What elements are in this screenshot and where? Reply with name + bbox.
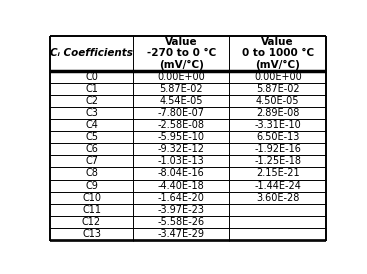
Bar bbox=[50, 155, 133, 167]
Bar bbox=[229, 95, 326, 107]
Bar bbox=[229, 204, 326, 216]
Text: 5.87E-02: 5.87E-02 bbox=[256, 84, 299, 94]
Text: -5.95E-10: -5.95E-10 bbox=[158, 132, 205, 142]
Bar bbox=[133, 107, 229, 119]
Text: 0.00E+00: 0.00E+00 bbox=[157, 72, 205, 82]
Bar bbox=[133, 216, 229, 228]
Bar bbox=[229, 143, 326, 155]
Text: C7: C7 bbox=[85, 156, 98, 166]
Text: 3.60E-28: 3.60E-28 bbox=[256, 193, 299, 202]
Bar bbox=[133, 228, 229, 240]
Bar bbox=[50, 228, 133, 240]
Text: -9.32E-12: -9.32E-12 bbox=[158, 144, 205, 154]
Bar bbox=[133, 143, 229, 155]
Bar bbox=[50, 216, 133, 228]
Bar bbox=[50, 107, 133, 119]
Bar bbox=[229, 228, 326, 240]
Bar bbox=[50, 167, 133, 179]
Text: C5: C5 bbox=[85, 132, 98, 142]
Text: C3: C3 bbox=[85, 108, 98, 118]
Text: -2.58E-08: -2.58E-08 bbox=[158, 120, 205, 130]
Text: -4.40E-18: -4.40E-18 bbox=[158, 181, 204, 190]
Text: -1.25E-18: -1.25E-18 bbox=[254, 156, 301, 166]
Text: C2: C2 bbox=[85, 96, 98, 106]
Bar bbox=[133, 167, 229, 179]
Text: C1: C1 bbox=[85, 84, 98, 94]
Bar bbox=[50, 95, 133, 107]
Bar bbox=[133, 119, 229, 131]
Bar bbox=[133, 83, 229, 95]
Bar bbox=[50, 192, 133, 204]
Bar bbox=[133, 36, 229, 71]
Bar bbox=[133, 179, 229, 192]
Text: -3.47E-29: -3.47E-29 bbox=[158, 229, 205, 239]
Text: 2.15E-21: 2.15E-21 bbox=[256, 169, 299, 178]
Text: -3.31E-10: -3.31E-10 bbox=[254, 120, 301, 130]
Bar bbox=[50, 131, 133, 143]
Bar bbox=[229, 179, 326, 192]
Bar bbox=[229, 36, 326, 71]
Text: -8.04E-16: -8.04E-16 bbox=[158, 169, 204, 178]
Bar bbox=[229, 71, 326, 83]
Text: C9: C9 bbox=[85, 181, 98, 190]
Bar bbox=[50, 204, 133, 216]
Bar bbox=[50, 71, 133, 83]
Bar bbox=[229, 107, 326, 119]
Bar bbox=[133, 131, 229, 143]
Text: -1.03E-13: -1.03E-13 bbox=[158, 156, 204, 166]
Text: C12: C12 bbox=[82, 217, 101, 227]
Text: 2.89E-08: 2.89E-08 bbox=[256, 108, 299, 118]
Bar bbox=[133, 192, 229, 204]
Text: C4: C4 bbox=[85, 120, 98, 130]
Text: C11: C11 bbox=[82, 205, 101, 215]
Text: Cᵢ Coefficients: Cᵢ Coefficients bbox=[50, 48, 133, 58]
Bar bbox=[229, 192, 326, 204]
Text: Value
0 to 1000 °C
(mV/°C): Value 0 to 1000 °C (mV/°C) bbox=[242, 37, 314, 70]
Bar bbox=[133, 204, 229, 216]
Bar bbox=[229, 155, 326, 167]
Bar bbox=[50, 143, 133, 155]
Text: -7.80E-07: -7.80E-07 bbox=[158, 108, 205, 118]
Bar bbox=[133, 155, 229, 167]
Text: C8: C8 bbox=[85, 169, 98, 178]
Text: 4.54E-05: 4.54E-05 bbox=[159, 96, 203, 106]
Bar bbox=[50, 36, 133, 71]
Text: 5.87E-02: 5.87E-02 bbox=[159, 84, 203, 94]
Bar bbox=[133, 95, 229, 107]
Text: C0: C0 bbox=[85, 72, 98, 82]
Bar bbox=[229, 119, 326, 131]
Text: Value
-270 to 0 °C
(mV/°C): Value -270 to 0 °C (mV/°C) bbox=[146, 37, 216, 70]
Text: -1.92E-16: -1.92E-16 bbox=[254, 144, 301, 154]
Bar bbox=[229, 83, 326, 95]
Bar bbox=[133, 71, 229, 83]
Text: -1.44E-24: -1.44E-24 bbox=[254, 181, 301, 190]
Text: 0.00E+00: 0.00E+00 bbox=[254, 72, 302, 82]
Text: -1.64E-20: -1.64E-20 bbox=[158, 193, 205, 202]
Text: C10: C10 bbox=[82, 193, 101, 202]
Text: -5.58E-26: -5.58E-26 bbox=[158, 217, 205, 227]
Bar bbox=[229, 167, 326, 179]
Bar bbox=[50, 83, 133, 95]
Text: 4.50E-05: 4.50E-05 bbox=[256, 96, 299, 106]
Text: C13: C13 bbox=[82, 229, 101, 239]
Text: -3.97E-23: -3.97E-23 bbox=[158, 205, 205, 215]
Bar bbox=[229, 216, 326, 228]
Bar bbox=[50, 119, 133, 131]
Bar bbox=[50, 179, 133, 192]
Text: C6: C6 bbox=[85, 144, 98, 154]
Text: 6.50E-13: 6.50E-13 bbox=[256, 132, 299, 142]
Bar bbox=[229, 131, 326, 143]
